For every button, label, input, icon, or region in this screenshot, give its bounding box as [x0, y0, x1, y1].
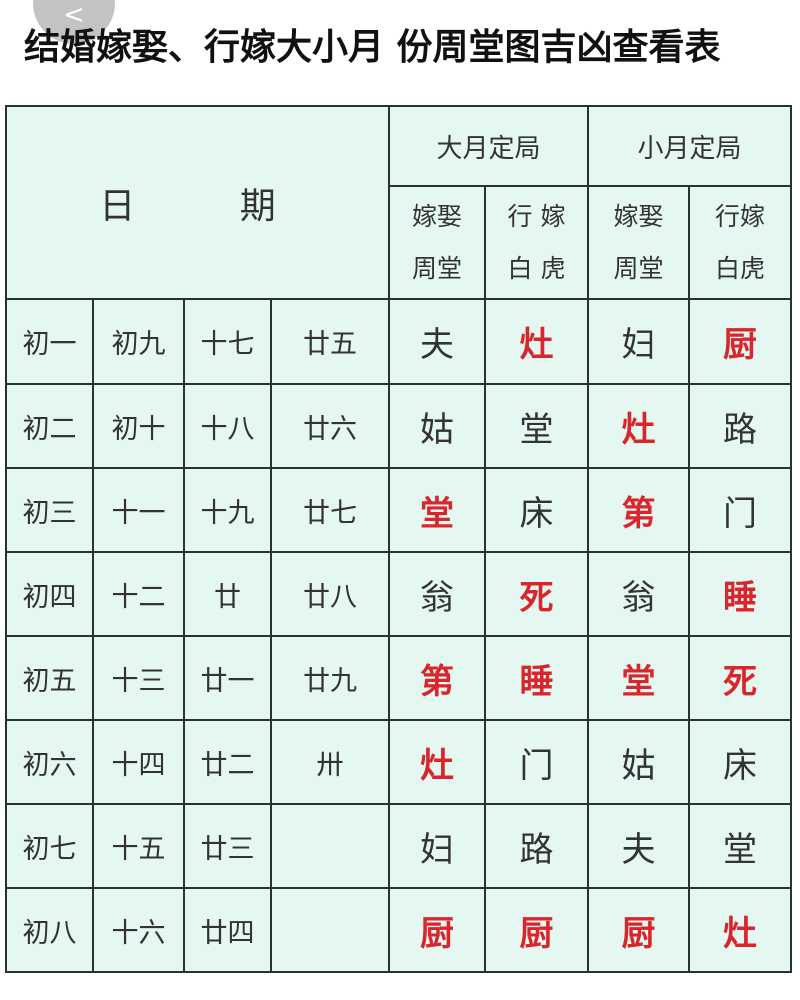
date-cell: 初十 [92, 383, 185, 469]
value-cell: 堂 [484, 383, 589, 469]
sub-header: 嫁娶 周堂 [587, 185, 690, 300]
page-title: 结婚嫁娶、行嫁大小月 份周堂图吉凶查看表 [24, 27, 721, 68]
value-cell: 堂 [388, 467, 486, 553]
table-row: 初三 十一 十九 廿七堂床第门 [5, 467, 792, 553]
value-cell: 妇 [587, 298, 690, 385]
date-cell: 廿三 [183, 803, 272, 889]
table-row: 初六 十四 廿二卅灶门姑床 [5, 719, 792, 805]
value-cell: 灶 [484, 298, 589, 385]
date-cell: 初三 [5, 467, 94, 553]
date-cell: 十四 [92, 719, 185, 805]
value-cell: 厨 [484, 887, 589, 973]
value-cell: 厨 [688, 298, 792, 385]
date-cell: 初八 [5, 887, 94, 973]
sub-header-line: 白虎 [714, 253, 765, 283]
sub-header: 行 嫁白 虎 [484, 185, 589, 300]
sub-header-line: 行嫁 [714, 201, 765, 231]
date-header-char: 期 [239, 185, 276, 227]
small-month-header: 小月定局 [587, 105, 792, 187]
sub-header-line: 周堂 [411, 253, 462, 283]
value-cell: 睡 [688, 551, 792, 637]
date-cell: 初一 [5, 298, 94, 385]
date-header-char: 日 [99, 185, 136, 227]
value-cell: 厨 [388, 887, 486, 973]
value-cell: 死 [484, 551, 589, 637]
value-cell: 翁 [388, 551, 486, 637]
date-cell: 初九 [92, 298, 185, 385]
date-cell: 十三 [92, 635, 185, 721]
date-cell: 卅 [270, 719, 390, 805]
value-cell: 堂 [587, 635, 690, 721]
date-cell: 十六 [92, 887, 185, 973]
value-cell: 妇 [388, 803, 486, 889]
table-row: 初二 初十 十八 廿六姑堂灶路 [5, 383, 792, 469]
value-cell: 灶 [587, 383, 690, 469]
value-cell: 门 [688, 467, 792, 553]
date-cell: 廿一 [183, 635, 272, 721]
date-cell: 初二 [5, 383, 94, 469]
auspicious-table: 日 期 大月定局 小月定局 嫁娶 周堂行 嫁白 虎嫁娶 周堂 行嫁 白虎 初一 初九 十七廿… [5, 105, 792, 973]
value-cell: 姑 [587, 719, 690, 805]
sub-header-line: 嫁娶 [411, 201, 462, 231]
date-cell: 廿 [183, 551, 272, 637]
sub-header-line: 白 虎 [507, 253, 566, 283]
value-cell: 厨 [587, 887, 690, 973]
sub-header-line: 嫁娶 [613, 201, 664, 231]
value-cell: 翁 [587, 551, 690, 637]
value-cell: 夫 [388, 298, 486, 385]
value-cell: 灶 [388, 719, 486, 805]
date-cell [270, 803, 390, 889]
date-cell: 十二 [92, 551, 185, 637]
chevron-left-icon: < [63, 0, 85, 30]
date-cell: 初五 [5, 635, 94, 721]
date-cell [270, 887, 390, 973]
value-cell: 第 [587, 467, 690, 553]
value-cell: 门 [484, 719, 589, 805]
date-cell: 十五 [92, 803, 185, 889]
value-cell: 路 [484, 803, 589, 889]
value-cell: 姑 [388, 383, 486, 469]
table-row: 初八 十六 廿四厨厨厨灶 [5, 887, 792, 973]
date-cell: 廿二 [183, 719, 272, 805]
value-cell: 床 [484, 467, 589, 553]
table-row: 初五 十三 廿一 廿九第睡堂死 [5, 635, 792, 721]
value-cell: 死 [688, 635, 792, 721]
value-cell: 床 [688, 719, 792, 805]
date-cell: 初七 [5, 803, 94, 889]
date-cell: 初四 [5, 551, 94, 637]
value-cell: 灶 [688, 887, 792, 973]
date-cell: 廿七 [270, 467, 390, 553]
date-cell: 廿四 [183, 887, 272, 973]
value-cell: 睡 [484, 635, 589, 721]
date-cell: 十七 [183, 298, 272, 385]
big-month-header: 大月定局 [388, 105, 589, 187]
table-row: 初四 十二廿廿八翁死翁睡 [5, 551, 792, 637]
date-cell: 十一 [92, 467, 185, 553]
table-row: 初七 十五 廿三 妇路夫堂 [5, 803, 792, 889]
date-cell: 廿五 [270, 298, 390, 385]
sub-header: 嫁娶 周堂 [388, 185, 486, 300]
value-cell: 堂 [688, 803, 792, 889]
date-cell: 廿八 [270, 551, 390, 637]
value-cell: 第 [388, 635, 486, 721]
date-cell: 十九 [183, 467, 272, 553]
table-row: 初一 初九 十七 廿五夫灶妇厨 [5, 298, 792, 385]
date-cell: 廿六 [270, 383, 390, 469]
value-cell: 夫 [587, 803, 690, 889]
sub-header: 行嫁 白虎 [688, 185, 792, 300]
date-cell: 初六 [5, 719, 94, 805]
value-cell: 路 [688, 383, 792, 469]
date-header: 日 期 [5, 105, 390, 300]
date-cell: 廿九 [270, 635, 390, 721]
sub-header-line: 行 嫁 [507, 201, 566, 231]
sub-header-line: 周堂 [613, 253, 664, 283]
date-cell: 十八 [183, 383, 272, 469]
